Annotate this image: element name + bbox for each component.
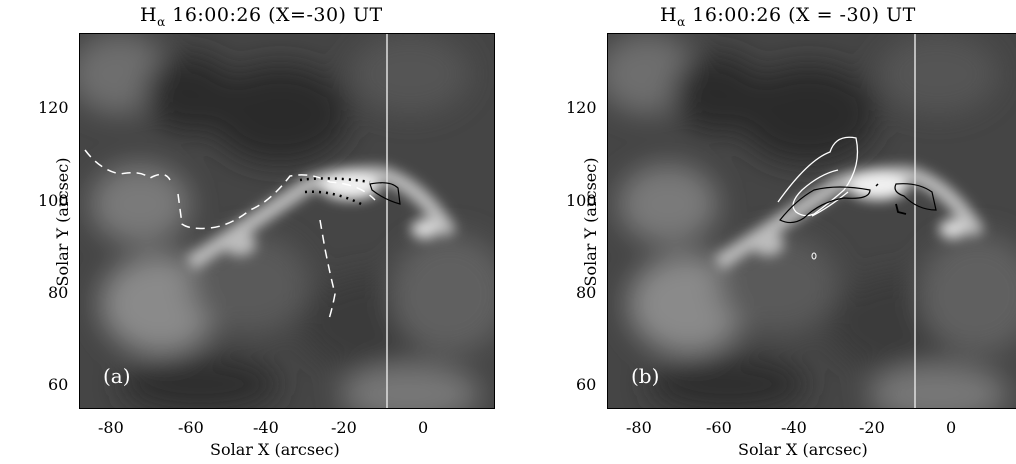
panel-b: Hα 16:00:26 (X = -30) UT Solar Y (arcsec… [528,0,1016,464]
title-subscript: α [677,14,686,29]
y-tick: 80 [48,283,69,302]
panel-a-title: Hα 16:00:26 (X=-30) UT [140,4,383,29]
y-axis-label: Solar Y (arcsec) [52,157,72,287]
x-axis-label: Solar X (arcsec) [210,440,340,459]
y-tick: 60 [48,375,69,394]
x-tick: -40 [781,418,807,437]
x-axis-label: Solar X (arcsec) [738,440,868,459]
panel-tag-a: (a) [103,364,131,388]
panel-b-title: Hα 16:00:26 (X = -30) UT [660,4,916,29]
x-tick: 0 [946,418,957,437]
title-rest: 16:00:26 (X=-30) UT [165,4,383,26]
x-tick: -80 [626,418,652,437]
halpha-image-b [607,33,1016,409]
halpha-image-a [79,33,495,409]
x-tick: -80 [98,418,124,437]
x-tick: -40 [253,418,279,437]
panel-a: Hα 16:00:26 (X=-30) UT Solar Y (arcsec) … [38,4,495,459]
title-rest: 16:00:26 (X = -30) UT [685,4,916,26]
y-tick: 120 [566,98,597,117]
y-tick: 80 [576,283,597,302]
y-tick: 100 [566,191,597,210]
y-axis-label: Solar Y (arcsec) [580,157,600,287]
title-prefix: H [140,4,158,26]
x-tick: 0 [418,418,429,437]
title-subscript: α [157,14,166,29]
x-tick: -20 [331,418,357,437]
solar-image-b [608,34,1016,408]
x-tick: -60 [178,418,204,437]
y-tick: 120 [38,98,69,117]
panel-tag-b: (b) [631,364,660,388]
x-tick: -60 [706,418,732,437]
solar-image-a [80,34,494,408]
title-prefix: H [660,4,678,26]
x-tick: -20 [859,418,885,437]
y-tick: 100 [38,191,69,210]
y-tick: 60 [576,375,597,394]
